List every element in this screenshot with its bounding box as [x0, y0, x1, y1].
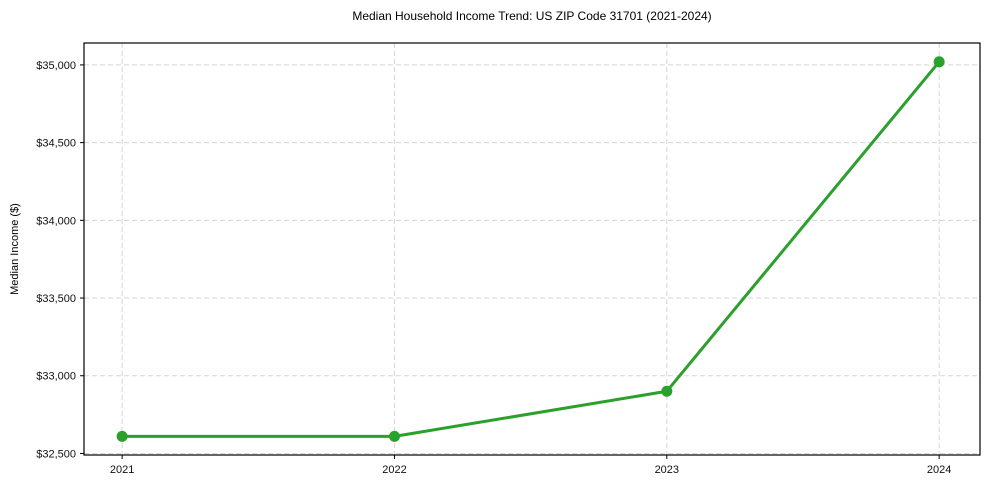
y-tick-label: $33,000 — [36, 371, 76, 383]
chart-title: Median Household Income Trend: US ZIP Co… — [352, 9, 712, 23]
data-point — [116, 430, 128, 442]
y-tick-label: $32,500 — [36, 448, 76, 460]
y-tick-label: $35,000 — [36, 60, 76, 72]
data-point — [388, 430, 400, 442]
trend-line — [120, 60, 941, 438]
y-tick-label: $34,000 — [36, 215, 76, 227]
data-point — [933, 56, 945, 68]
plot-border — [83, 42, 981, 456]
data-point — [661, 385, 673, 397]
y-tick-label: $33,500 — [36, 293, 76, 305]
y-tick-label: $34,500 — [36, 138, 76, 150]
x-tick-label: 2021 — [110, 464, 134, 476]
x-tick-label: 2023 — [655, 464, 679, 476]
x-tick-label: 2024 — [927, 464, 951, 476]
x-tick-label: 2022 — [382, 464, 406, 476]
